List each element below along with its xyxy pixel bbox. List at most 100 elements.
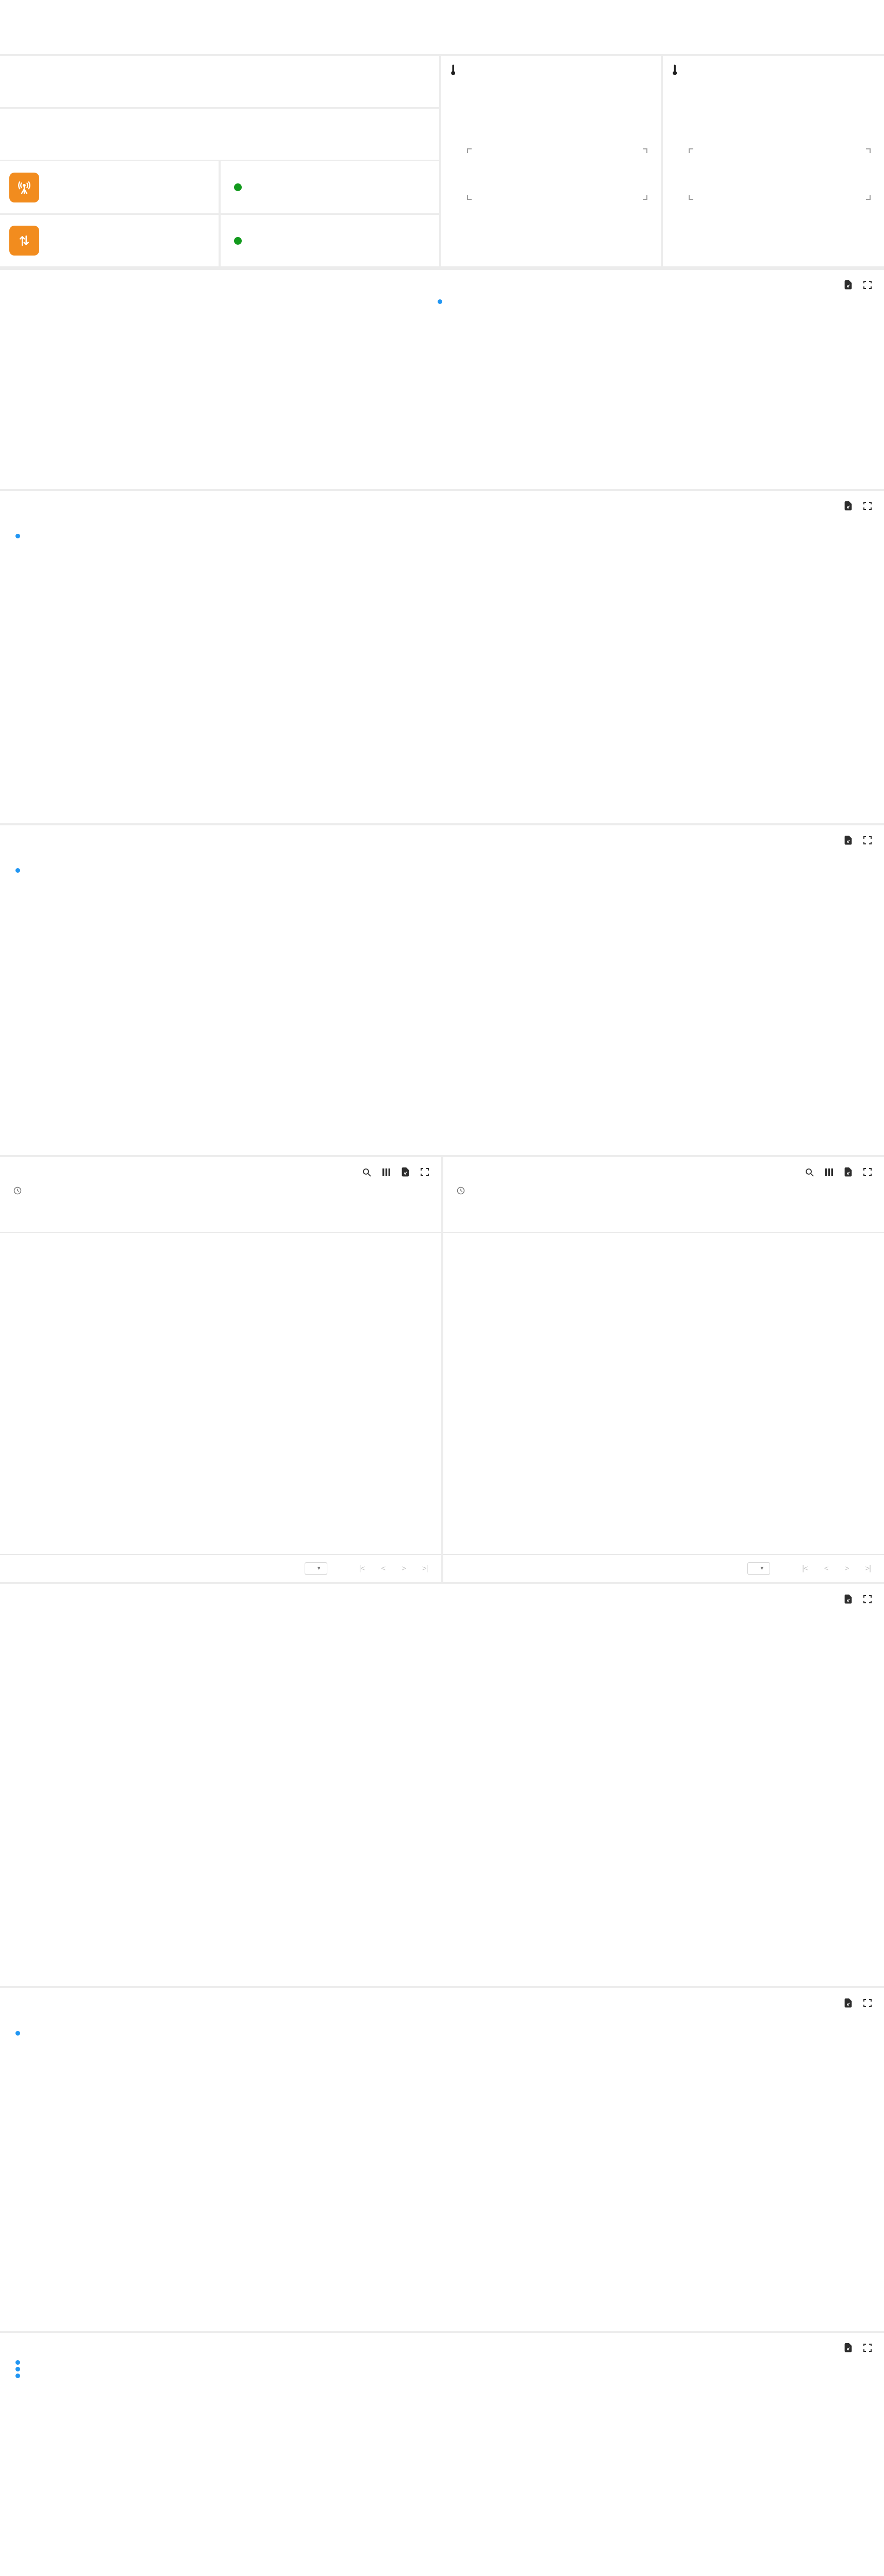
fullscreen-icon[interactable] [863, 2344, 872, 2354]
legend-dash [727, 1624, 739, 1626]
tx-counter-tile [0, 215, 219, 266]
legend-item[interactable] [15, 2374, 884, 2378]
file-export-icon[interactable] [844, 1167, 852, 1179]
view-columns-icon[interactable] [382, 1168, 390, 1179]
legend-dash [727, 1644, 739, 1646]
clock-icon [457, 1187, 465, 1196]
temperature-sparkline-zone [449, 148, 651, 209]
sensor-connected-tile [221, 215, 439, 266]
chart-legend[interactable] [15, 868, 884, 873]
legend-dot [15, 2031, 20, 2036]
battery-level-card [0, 2333, 884, 2576]
chevron-down-icon: ▼ [759, 1566, 765, 1571]
tx-counters-card [0, 1988, 884, 2331]
deveui-row [0, 109, 439, 160]
temperature-sparkline-zone [671, 148, 874, 209]
legend-item[interactable] [727, 1624, 879, 1626]
last-page-button[interactable]: >| [422, 1564, 428, 1573]
legend-item[interactable] [727, 1631, 879, 1633]
legend-dash [727, 1637, 739, 1639]
fullscreen-icon[interactable] [863, 502, 872, 513]
realtime-range[interactable] [13, 1187, 441, 1196]
first-page-button[interactable]: |< [359, 1564, 365, 1573]
legend-dash [727, 1651, 739, 1653]
boot-tables-section: ▼ |< < > >| [0, 1157, 884, 1582]
pagination-bar: ▼ |< < > >| [0, 1554, 441, 1582]
device-name-row [0, 56, 439, 107]
table-row[interactable] [443, 1220, 884, 1233]
legend-item[interactable] [727, 1637, 879, 1639]
transmitter-boot-card: ▼ |< < > >| [0, 1157, 441, 1582]
chart-legend[interactable] [15, 534, 884, 538]
legend-item[interactable] [727, 1664, 879, 1666]
legend-dot [15, 2374, 20, 2378]
file-export-icon[interactable] [844, 1595, 852, 1606]
file-export-icon[interactable] [844, 2343, 852, 2355]
temperature-na-block [829, 111, 874, 113]
paired-status-dot [234, 183, 242, 191]
search-icon[interactable] [362, 1168, 371, 1179]
legend-dot [15, 2360, 20, 2365]
paired-status-tile [221, 161, 439, 213]
legend-dash [727, 1664, 739, 1666]
items-per-page-select[interactable]: ▼ [304, 1562, 327, 1575]
antenna-icon [9, 172, 39, 202]
sensor-temperature-card [663, 56, 884, 266]
bist-chart [4, 1612, 710, 1671]
table-row[interactable] [0, 1220, 441, 1233]
fullscreen-icon[interactable] [863, 1999, 872, 2010]
items-per-page-select[interactable]: ▼ [747, 1562, 771, 1575]
file-export-icon[interactable] [844, 280, 852, 292]
legend-dash [727, 1631, 739, 1633]
messages-card [0, 825, 884, 1155]
file-export-icon[interactable] [402, 1167, 409, 1179]
fullscreen-icon[interactable] [863, 281, 872, 292]
fullscreen-icon[interactable] [863, 836, 872, 847]
bist-legend [714, 1609, 884, 1671]
prev-page-button[interactable]: < [381, 1564, 386, 1573]
battery-legend [15, 2360, 884, 2378]
pagination-bar: ▼ |< < > >| [443, 1554, 884, 1582]
legend-dot [438, 299, 442, 304]
chart-legend[interactable] [0, 299, 884, 304]
legend-item[interactable] [727, 1644, 879, 1646]
temperature-sparkline [470, 150, 644, 198]
transmitter-temperature-card [441, 56, 661, 266]
bist-card [0, 1584, 884, 1986]
sensor-connected-dot [234, 236, 242, 245]
file-export-icon[interactable] [844, 836, 852, 848]
temperature-value [671, 96, 829, 129]
legend-item[interactable] [15, 2360, 884, 2365]
clock-icon [13, 1187, 22, 1196]
spreading-factor-card [0, 491, 884, 823]
legend-item[interactable] [727, 1651, 879, 1653]
temperature-value [449, 96, 606, 129]
temperature-sparkline [692, 150, 868, 198]
file-export-icon[interactable] [844, 1998, 852, 2010]
device-info-section [0, 56, 884, 268]
fullscreen-icon[interactable] [863, 1168, 872, 1179]
chevron-down-icon: ▼ [316, 1566, 322, 1571]
fullscreen-icon[interactable] [863, 1595, 872, 1606]
spreading-factor-tile [0, 161, 219, 213]
view-columns-icon[interactable] [825, 1168, 833, 1179]
prev-page-button[interactable]: < [824, 1564, 829, 1573]
legend-item[interactable] [727, 1657, 879, 1659]
legend-dot [15, 2367, 20, 2371]
sensor-boot-card: ▼ |< < > >| [443, 1157, 884, 1582]
legend-item[interactable] [15, 2367, 884, 2371]
search-icon[interactable] [805, 1168, 814, 1179]
up-down-arrows-icon [9, 226, 39, 256]
last-page-button[interactable]: >| [865, 1564, 871, 1573]
legend-dash [727, 1657, 739, 1659]
first-page-button[interactable]: |< [802, 1564, 808, 1573]
chart-legend[interactable] [15, 2031, 884, 2036]
file-export-icon[interactable] [844, 501, 852, 513]
next-page-button[interactable]: > [844, 1564, 849, 1573]
realtime-range[interactable] [457, 1187, 884, 1196]
fullscreen-icon[interactable] [420, 1168, 429, 1179]
thermometer-icon [449, 64, 456, 78]
next-page-button[interactable]: > [402, 1564, 406, 1573]
thermometer-icon [671, 64, 678, 78]
